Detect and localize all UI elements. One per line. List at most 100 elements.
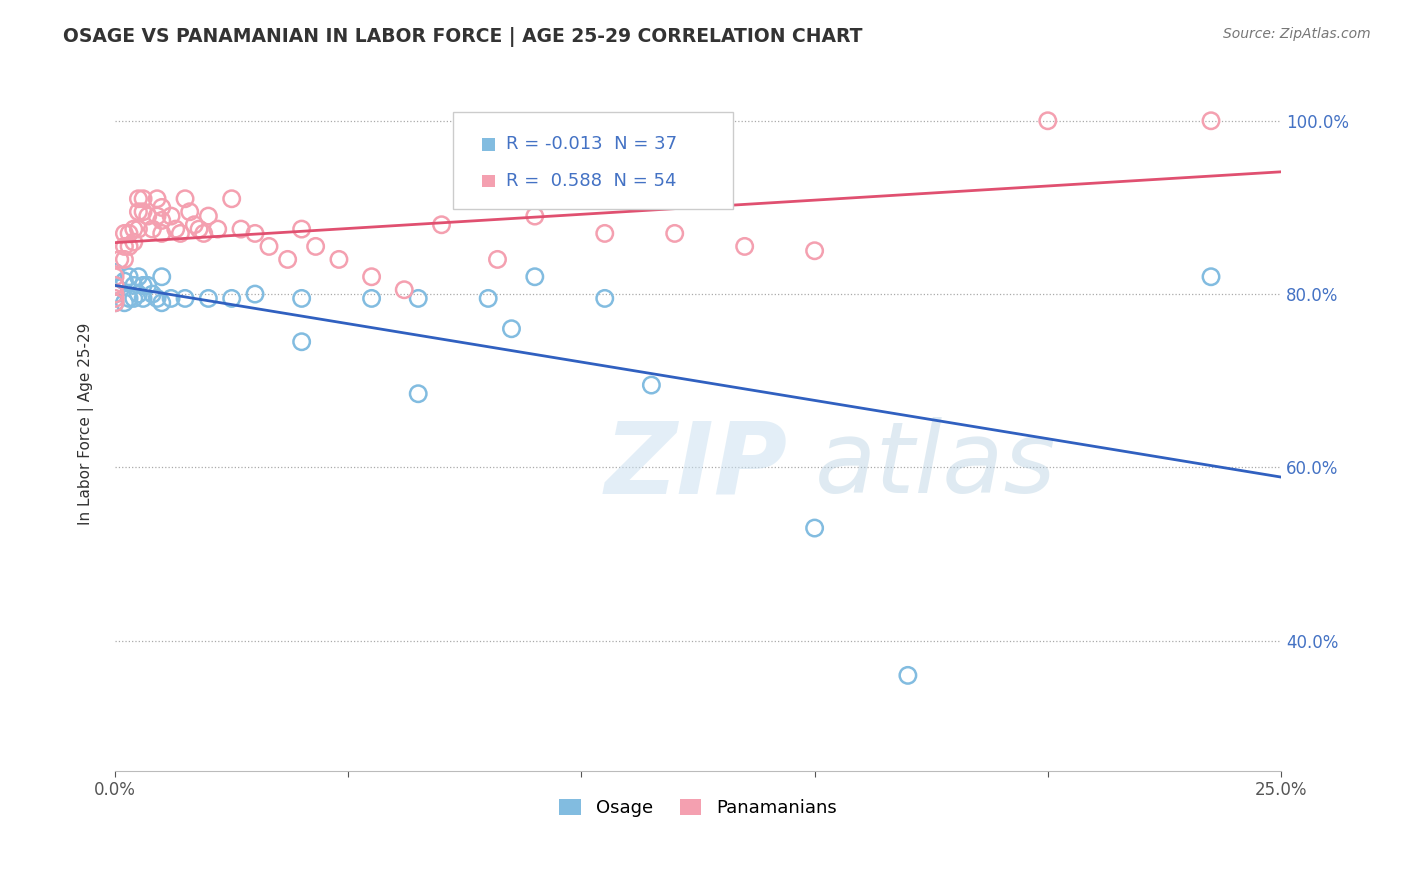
Point (593, 292, 616, 306)
Point (127, 222, 149, 236)
Text: R =  0.588  N = 54: R = 0.588 N = 54 (506, 172, 676, 190)
Point (136, 278, 159, 293)
Point (523, 209, 546, 223)
Text: Source: ZipAtlas.com: Source: ZipAtlas.com (1223, 27, 1371, 41)
Point (291, 334, 314, 349)
Point (146, 192, 169, 206)
Point (430, 218, 453, 232)
Point (1199, 269, 1222, 284)
Point (174, 192, 197, 206)
Point (150, 269, 173, 284)
Point (104, 295, 127, 310)
Point (141, 222, 163, 236)
Point (104, 278, 127, 293)
Point (803, 521, 825, 535)
Point (243, 227, 266, 241)
Point (664, 227, 686, 241)
Point (640, 378, 662, 392)
Point (118, 239, 141, 253)
Point (104, 265, 127, 279)
Point (122, 292, 145, 306)
Point (1199, 113, 1222, 128)
Point (197, 292, 219, 306)
Point (593, 227, 616, 241)
Point (112, 239, 135, 253)
Point (132, 278, 155, 293)
Point (127, 269, 149, 284)
Point (406, 292, 429, 306)
Point (291, 292, 314, 306)
Point (221, 292, 243, 306)
Point (132, 204, 155, 219)
Point (160, 292, 183, 306)
Point (523, 269, 546, 284)
Point (127, 192, 149, 206)
Point (183, 218, 205, 232)
Point (165, 222, 187, 236)
Point (291, 222, 314, 236)
Point (160, 209, 183, 223)
Point (127, 204, 149, 219)
Point (1036, 113, 1059, 128)
Point (150, 227, 173, 241)
Point (169, 227, 191, 241)
Text: OSAGE VS PANAMANIAN IN LABOR FORCE | AGE 25-29 CORRELATION CHART: OSAGE VS PANAMANIAN IN LABOR FORCE | AGE… (63, 27, 863, 46)
Point (328, 252, 350, 267)
Point (277, 252, 299, 267)
Point (136, 209, 159, 223)
Point (118, 227, 141, 241)
Point (146, 292, 169, 306)
Point (193, 227, 215, 241)
Point (150, 201, 173, 215)
Point (477, 292, 499, 306)
Point (304, 239, 326, 253)
Point (734, 239, 756, 253)
Bar (482, 175, 495, 187)
Point (257, 239, 280, 253)
Point (188, 222, 211, 236)
Point (108, 252, 131, 267)
Point (112, 252, 135, 267)
Text: atlas: atlas (814, 417, 1056, 514)
Point (229, 222, 252, 236)
Point (112, 295, 135, 310)
Point (150, 213, 173, 227)
Text: R = -0.013  N = 37: R = -0.013 N = 37 (506, 136, 678, 153)
FancyBboxPatch shape (453, 112, 733, 209)
Point (150, 295, 173, 310)
Point (243, 287, 266, 301)
Point (112, 227, 135, 241)
Point (122, 278, 145, 293)
Point (132, 192, 155, 206)
Point (127, 287, 149, 301)
Point (394, 283, 416, 297)
Point (104, 287, 127, 301)
Point (132, 292, 155, 306)
Point (104, 287, 127, 301)
Point (146, 209, 169, 223)
Point (104, 295, 127, 310)
Point (207, 222, 229, 236)
Point (360, 269, 382, 284)
Point (486, 252, 509, 267)
Point (179, 204, 201, 219)
Point (104, 292, 127, 306)
Y-axis label: In Labor Force | Age 25-29: In Labor Force | Age 25-29 (79, 323, 94, 525)
Point (501, 322, 523, 336)
Point (122, 222, 145, 236)
Point (122, 235, 145, 249)
Point (104, 278, 127, 293)
Point (104, 269, 127, 284)
Point (118, 269, 141, 284)
Bar (482, 138, 495, 151)
Point (221, 192, 243, 206)
Point (197, 209, 219, 223)
Point (360, 292, 382, 306)
Legend: Osage, Panamanians: Osage, Panamanians (553, 791, 844, 824)
Point (803, 244, 825, 258)
Point (406, 386, 429, 401)
Point (112, 274, 135, 288)
Point (174, 292, 197, 306)
Point (897, 668, 920, 682)
Text: ZIP: ZIP (605, 417, 787, 514)
